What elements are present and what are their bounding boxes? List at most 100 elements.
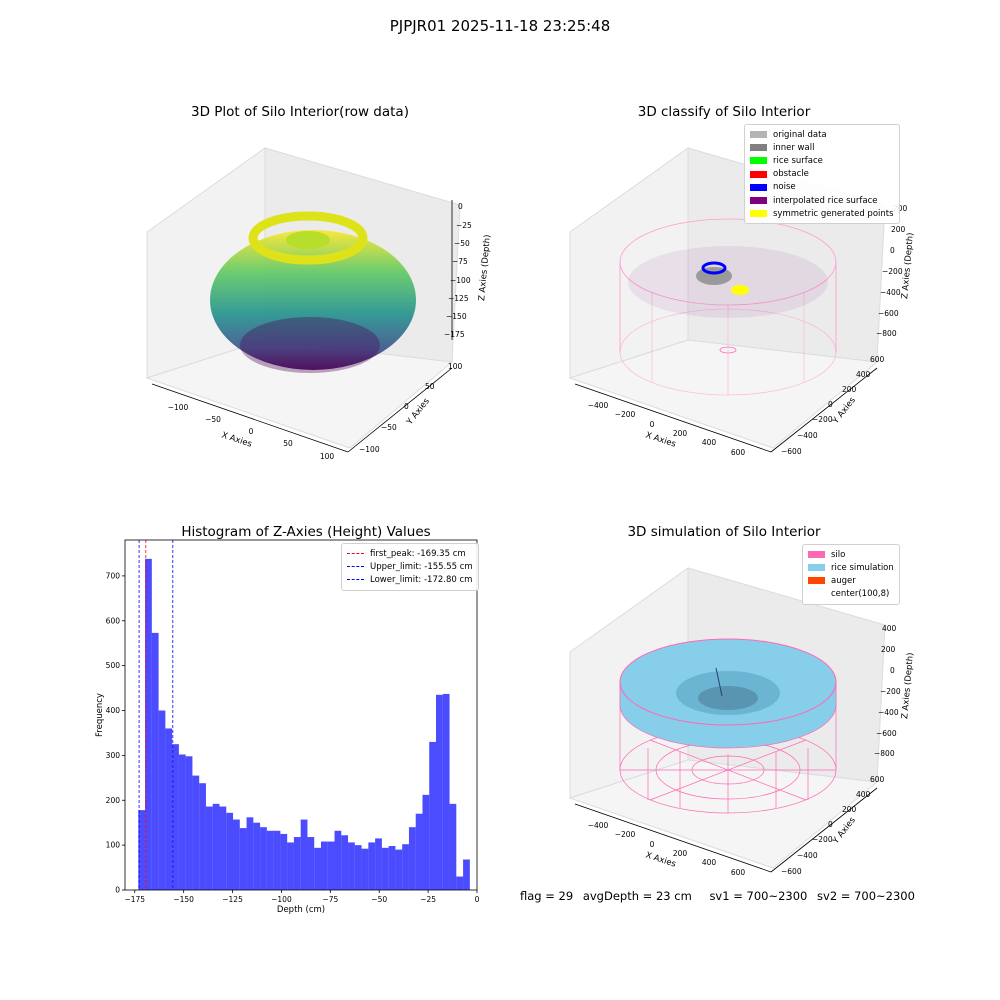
histogram-bar [185, 756, 193, 890]
raw-floor-pane [145, 339, 454, 449]
histogram-bar [395, 849, 403, 890]
simulation-auger-line [715, 667, 723, 697]
classify-inner-wall-points [696, 267, 732, 285]
legend-item: interpolated rice surface [750, 194, 894, 207]
histogram-bar [368, 842, 376, 890]
simulation-y-ticks: 600 400 200 0 −200 −400 −600 [781, 775, 885, 876]
simulation-rice-surface [619, 638, 837, 749]
simulation-y-tick: 400 [856, 790, 871, 799]
legend-swatch [347, 579, 364, 581]
legend-swatch [347, 566, 364, 568]
raw-point-cloud [210, 211, 416, 373]
histogram-x-tick-label: −25 [420, 895, 436, 904]
histogram-legend: first_peak: -169.35 cm Upper_limit: -155… [341, 543, 479, 591]
legend-swatch [808, 590, 825, 598]
histogram-bar [145, 558, 152, 890]
histogram-x-tick-label: −50 [371, 895, 387, 904]
legend-label: rice surface [773, 155, 823, 166]
flag-text: flag = 29 [520, 889, 574, 903]
raw-x-tick: 50 [283, 439, 293, 448]
histogram-bar [314, 847, 321, 890]
classify-y-label: Y Axies [830, 395, 858, 427]
legend-swatch [750, 183, 767, 191]
histogram-bar [388, 846, 396, 890]
legend-swatch [347, 553, 364, 555]
simulation-y-tick: −400 [797, 851, 818, 860]
simulation-silo-floor-spoke [649, 739, 807, 801]
legend-swatch [808, 577, 825, 585]
raw-y-axis-line [347, 367, 453, 453]
raw-z-tick: −75 [452, 257, 468, 266]
classify-y-tick: −400 [797, 431, 818, 440]
classify-y-ticks: 600 400 200 0 −200 −400 −600 [781, 355, 885, 456]
histogram-bar [375, 838, 382, 890]
raw-y-tick: −50 [381, 423, 397, 432]
status-footer: flag = 29 avgDepth = 23 cm sv1 = 700~230… [520, 889, 921, 903]
legend-label: symmetric generated points [773, 208, 894, 219]
raw-x-ticks: −100 −50 0 50 100 [168, 403, 335, 461]
histogram-title: Histogram of Z-Axies (Height) Values [181, 524, 431, 540]
simulation-y-label: Y Axies [830, 815, 858, 847]
classify-y-tick: 600 [870, 355, 885, 364]
legend-item: obstacle [750, 168, 894, 181]
histogram-bar [456, 876, 464, 890]
histogram-bar [348, 842, 355, 890]
raw-z-ticks: 0 −25 −50 −75 −100 −125 −150 −175 [444, 202, 472, 339]
legend-item: silo [808, 548, 894, 561]
raw-x-axis-line [151, 383, 349, 453]
histogram-y-label: Frequency [95, 693, 105, 737]
simulation-floor-pane [568, 759, 879, 869]
simulation-y-tick: 200 [842, 805, 857, 814]
histogram-bar [205, 806, 213, 890]
raw-y-tick: 100 [448, 362, 463, 371]
simulation-y-tick: −200 [812, 835, 833, 844]
classify-x-axis-line [574, 383, 772, 453]
histogram-x-tick-label: 0 [475, 895, 480, 904]
sv1-text: sv1 = 700~2300 [709, 889, 808, 903]
simulation-y-tick: −600 [781, 867, 802, 876]
histogram-bar [287, 842, 294, 890]
sv2-text: sv2 = 700~2300 [817, 889, 915, 903]
classify-z-label: Z Axies (Depth) [900, 232, 916, 299]
legend-item: Upper_limit: -155.55 cm [347, 560, 473, 573]
histogram-bar [429, 741, 437, 890]
histogram-bar [300, 819, 308, 890]
classify-noise-points [701, 261, 727, 275]
classify-floor-pane [568, 339, 879, 449]
figure-title: PJPJR01 2025-11-18 23:25:48 [389, 17, 611, 35]
histogram-plot: −175 −150 −125 −100 −75 −50 −25 0 0 100 200 300 400 5… [95, 539, 480, 915]
histogram-bar [449, 803, 457, 890]
histogram-x-tick-label: −125 [222, 895, 243, 904]
classify-x-tick: 200 [673, 429, 688, 438]
simulation-x-ticks: −400 −200 0 200 400 600 [588, 821, 746, 877]
simulation-y-tick: 0 [828, 820, 833, 829]
simulation-z-tick: −400 [878, 708, 899, 717]
simulation-x-tick: −400 [588, 821, 609, 830]
raw-x-tick: 100 [320, 452, 335, 461]
legend-label: auger [831, 575, 856, 586]
histogram-bar [266, 830, 274, 890]
legend-label: obstacle [773, 169, 809, 180]
raw-x-tick: −100 [168, 403, 189, 412]
histogram-bar [158, 710, 166, 890]
histogram-frame [124, 539, 478, 891]
raw-z-tick: −125 [448, 294, 469, 303]
classify-symmetric-points [731, 285, 749, 295]
simulation-x-tick: 400 [702, 858, 717, 867]
histogram-bar [178, 754, 186, 890]
classify-z-tick: 200 [893, 204, 908, 213]
histogram-bar [239, 828, 247, 890]
classify-x-ticks: −400 −200 0 200 400 600 [588, 401, 746, 457]
simulation-panel-title: 3D simulation of Silo Interior [627, 524, 821, 540]
simulation-legend: silo rice simulation auger center(100,8) [802, 544, 900, 605]
raw-cloud-top-ring [248, 211, 368, 265]
simulation-z-tick: −200 [880, 687, 901, 696]
histogram-bar [408, 827, 416, 890]
raw-y-tick: −100 [359, 445, 380, 454]
histogram-bar [212, 803, 220, 890]
legend-label: silo [831, 549, 846, 560]
histogram-bar [361, 848, 369, 890]
histogram-bar [219, 806, 227, 890]
legend-item: auger [808, 574, 894, 587]
legend-label: Lower_limit: -172.80 cm [370, 574, 473, 585]
